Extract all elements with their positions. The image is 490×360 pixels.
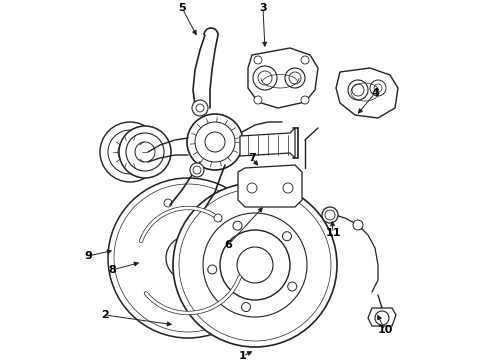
Circle shape bbox=[242, 302, 250, 311]
Text: 11: 11 bbox=[325, 228, 341, 238]
Text: 9: 9 bbox=[84, 251, 92, 261]
Circle shape bbox=[322, 207, 338, 223]
Polygon shape bbox=[368, 308, 396, 326]
Circle shape bbox=[135, 142, 155, 162]
Text: 2: 2 bbox=[101, 310, 109, 320]
Circle shape bbox=[126, 133, 164, 171]
Polygon shape bbox=[248, 48, 318, 108]
Circle shape bbox=[119, 126, 171, 178]
Text: 8: 8 bbox=[108, 265, 116, 275]
Circle shape bbox=[258, 71, 272, 85]
Circle shape bbox=[282, 232, 292, 241]
Circle shape bbox=[205, 132, 225, 152]
Text: 4: 4 bbox=[371, 88, 379, 98]
Text: 1: 1 bbox=[239, 351, 247, 360]
Circle shape bbox=[100, 122, 160, 182]
Circle shape bbox=[166, 236, 210, 280]
Circle shape bbox=[179, 189, 331, 341]
Polygon shape bbox=[336, 68, 398, 118]
Circle shape bbox=[301, 56, 309, 64]
Circle shape bbox=[301, 96, 309, 104]
Circle shape bbox=[208, 265, 217, 274]
Polygon shape bbox=[238, 165, 302, 207]
Circle shape bbox=[353, 220, 363, 230]
Circle shape bbox=[108, 130, 152, 174]
Circle shape bbox=[375, 311, 389, 325]
Circle shape bbox=[285, 68, 305, 88]
Circle shape bbox=[187, 114, 243, 170]
Circle shape bbox=[237, 247, 273, 283]
Circle shape bbox=[192, 100, 208, 116]
Polygon shape bbox=[240, 128, 295, 158]
Text: 6: 6 bbox=[224, 240, 232, 250]
Text: 3: 3 bbox=[259, 3, 267, 13]
Circle shape bbox=[370, 80, 386, 96]
Text: 10: 10 bbox=[377, 325, 392, 335]
Circle shape bbox=[352, 84, 364, 96]
Circle shape bbox=[214, 214, 222, 222]
Text: 7: 7 bbox=[248, 153, 256, 163]
Circle shape bbox=[118, 140, 142, 164]
Circle shape bbox=[193, 166, 201, 174]
Circle shape bbox=[374, 84, 382, 92]
Text: 5: 5 bbox=[178, 3, 186, 13]
Circle shape bbox=[325, 210, 335, 220]
Circle shape bbox=[254, 96, 262, 104]
Circle shape bbox=[348, 80, 368, 100]
Circle shape bbox=[203, 213, 307, 317]
Circle shape bbox=[247, 183, 257, 193]
Circle shape bbox=[253, 66, 277, 90]
Circle shape bbox=[254, 56, 262, 64]
Circle shape bbox=[283, 183, 293, 193]
Circle shape bbox=[196, 104, 204, 112]
Circle shape bbox=[220, 230, 290, 300]
Circle shape bbox=[195, 122, 235, 162]
Circle shape bbox=[190, 163, 204, 177]
Circle shape bbox=[114, 184, 262, 332]
Circle shape bbox=[173, 183, 337, 347]
Circle shape bbox=[289, 72, 301, 84]
Circle shape bbox=[164, 199, 172, 207]
Circle shape bbox=[108, 178, 268, 338]
Circle shape bbox=[288, 282, 297, 291]
Circle shape bbox=[233, 221, 242, 230]
